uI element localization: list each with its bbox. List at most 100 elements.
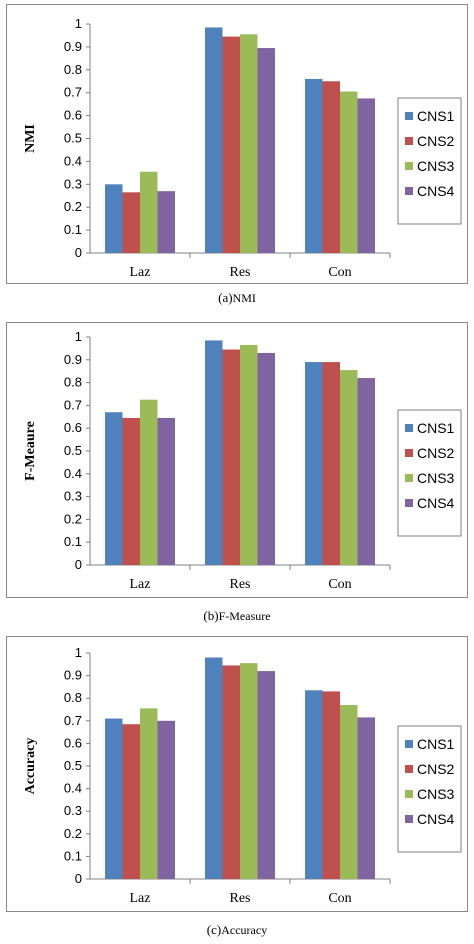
bar-cns4-con (357, 98, 375, 253)
bar-cns2-con (322, 691, 340, 879)
accuracy-bar-chart: 0 0.1 0.2 0.3 0.4 0.5 0.6 0.7 0.8 0.9 1 Accuracy Laz… (23, 645, 462, 906)
chart-caption: (a)NMI (0, 290, 474, 306)
y-tick-label: 0.7 (64, 397, 82, 412)
legend-swatch (405, 474, 413, 482)
y-tick-label: 0.3 (64, 803, 82, 818)
y-tick-label: 0.3 (64, 176, 82, 191)
chart-caption: (c)Accuracy (0, 922, 474, 938)
x-tick-label: Con (328, 265, 351, 280)
bar-cns1-con (305, 362, 323, 565)
y-tick-label: 0.1 (64, 848, 82, 863)
x-tick-label: Laz (130, 265, 151, 280)
legend-swatch (405, 112, 413, 120)
caption-label: (c) (206, 922, 222, 937)
bar-cns3-laz (140, 399, 158, 565)
f-measure-bar-chart: 0 0.1 0.2 0.3 0.4 0.5 0.6 0.7 0.8 0.9 1 F-Meaure Laz… (23, 329, 462, 592)
y-tick-label: 0.1 (64, 222, 82, 237)
x-tick-label: Res (230, 891, 251, 906)
y-tick-label: 0 (75, 871, 82, 886)
bar-cns4-laz (157, 720, 175, 879)
bar-cns4-con (357, 717, 375, 879)
bar-cns3-con (340, 704, 358, 879)
caption-text: F-Measure (218, 609, 271, 623)
bar-cns3-res (240, 344, 258, 565)
legend-swatch (405, 499, 413, 507)
y-axis-label: Accuracy (23, 738, 38, 795)
bar-cns3-res (240, 34, 258, 254)
bar-cns2-con (322, 362, 340, 565)
bar-cns2-con (322, 81, 340, 253)
bar-cns1-res (205, 657, 223, 879)
legend-swatch (405, 790, 413, 798)
legend-label: CNS3 (417, 470, 455, 486)
bar-cns1-laz (105, 412, 123, 565)
bar-cns1-laz (105, 184, 123, 253)
legend-swatch (405, 137, 413, 145)
bar-cns2-laz (122, 417, 140, 565)
bar-cns1-laz (105, 718, 123, 879)
legend-swatch (405, 424, 413, 432)
legend-label: CNS2 (417, 445, 455, 461)
y-tick-label: 0 (75, 245, 82, 260)
y-tick-label: 0.8 (64, 375, 82, 390)
y-tick-label: 0.8 (64, 690, 82, 705)
legend-label: CNS3 (417, 786, 455, 802)
y-axis-label: NMI (23, 124, 38, 153)
y-tick-label: 0.5 (64, 758, 82, 773)
legend-label: CNS1 (417, 108, 455, 124)
y-tick-label: 0.4 (64, 466, 82, 481)
nmi-bar-chart: 0 0.1 0.2 0.3 0.4 0.5 0.6 0.7 0.8 0.9 1 NMI Laz Res Co… (23, 16, 462, 280)
legend-swatch (405, 449, 413, 457)
y-tick-label: 0.2 (64, 511, 82, 526)
bar-cns1-res (205, 27, 223, 254)
y-tick-label: 0.1 (64, 534, 82, 549)
chart-panel-f-measure: 0 0.1 0.2 0.3 0.4 0.5 0.6 0.7 0.8 0.9 1 F-Meaure Laz… (0, 322, 474, 626)
x-tick-label: Con (328, 891, 351, 906)
legend-label: CNS2 (417, 761, 455, 777)
legend-swatch (405, 162, 413, 170)
bar-cns1-res (205, 340, 223, 565)
bar-cns3-con (340, 370, 358, 565)
bar-cns4-res (257, 671, 275, 879)
y-tick-label: 0.9 (64, 352, 82, 367)
y-tick-label: 0 (75, 557, 82, 572)
legend-swatch (405, 765, 413, 773)
x-tick-label: Laz (130, 891, 151, 906)
bar-cns4-laz (157, 417, 175, 565)
legend-label: CNS2 (417, 133, 455, 149)
bar-cns1-con (305, 78, 323, 254)
bar-cns2-res (222, 665, 240, 879)
legend-swatch (405, 815, 413, 823)
x-tick-label: Con (328, 577, 351, 592)
y-tick-label: 0.9 (64, 668, 82, 683)
bar-cns2-laz (122, 724, 140, 879)
y-tick-label: 0.2 (64, 826, 82, 841)
legend-label: CNS4 (417, 495, 455, 511)
bar-cns2-res (222, 349, 240, 565)
bar-cns3-laz (140, 171, 158, 253)
y-tick-label: 0.8 (64, 62, 82, 77)
y-tick-label: 0.4 (64, 781, 82, 796)
legend-label: CNS4 (417, 183, 455, 199)
bar-cns2-res (222, 36, 240, 253)
y-tick-label: 1 (75, 16, 82, 31)
y-tick-label: 0.6 (64, 108, 82, 123)
legend-label: CNS3 (417, 158, 455, 174)
caption-label: (b) (203, 608, 219, 623)
bar-cns3-con (340, 91, 358, 254)
y-tick-label: 0.2 (64, 199, 82, 214)
bar-cns4-con (357, 378, 375, 565)
y-tick-label: 0.6 (64, 735, 82, 750)
bar-cns3-res (240, 663, 258, 879)
y-tick-label: 0.9 (64, 39, 82, 54)
caption-text: Accuracy (221, 923, 268, 937)
x-tick-label: Res (230, 265, 251, 280)
y-tick-label: 0.5 (64, 131, 82, 146)
y-tick-label: 0.7 (64, 713, 82, 728)
bar-cns2-laz (122, 192, 140, 253)
y-tick-label: 1 (75, 645, 82, 660)
y-axis-label: F-Meaure (23, 421, 38, 481)
y-tick-label: 0.4 (64, 153, 82, 168)
legend-label: CNS4 (417, 811, 455, 827)
y-tick-label: 0.7 (64, 85, 82, 100)
